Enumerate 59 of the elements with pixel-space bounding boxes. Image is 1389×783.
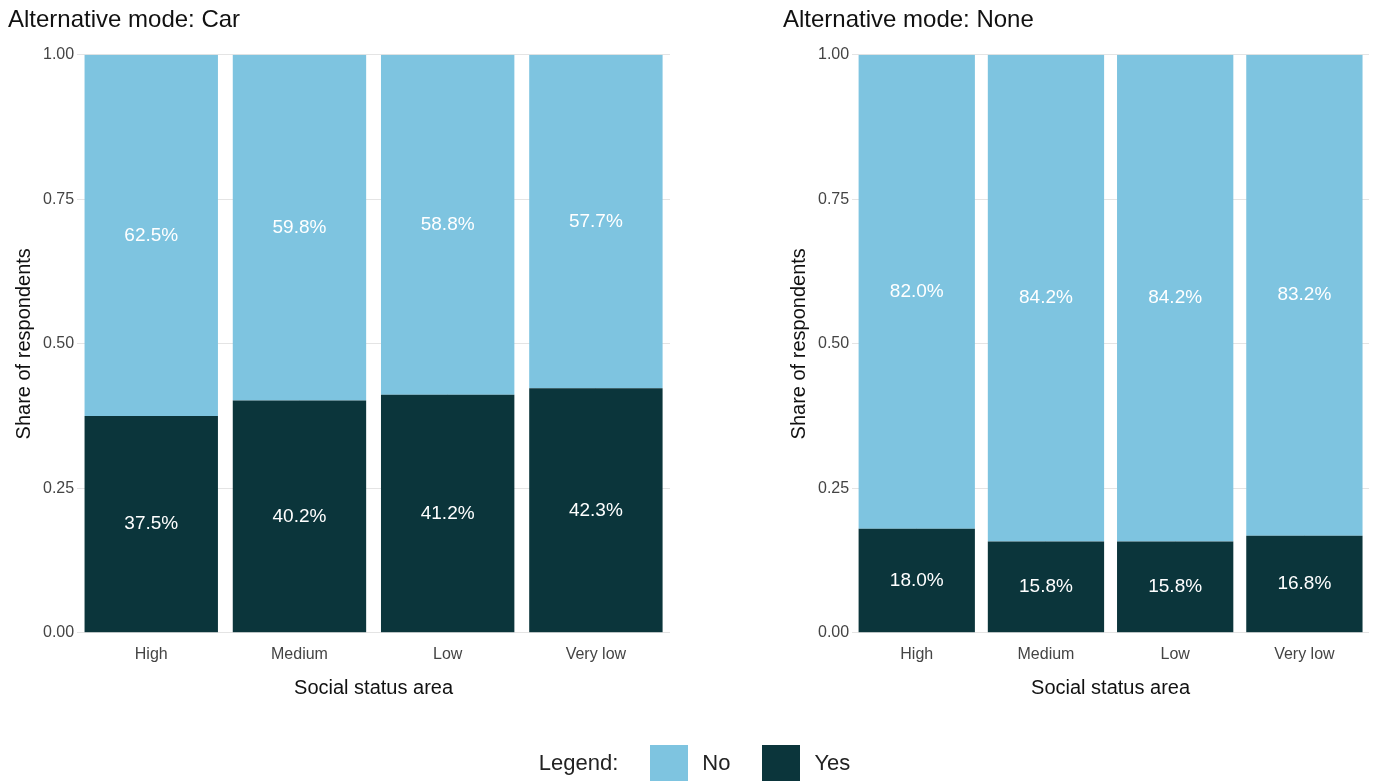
data-label: 57.7% (568, 209, 623, 231)
y-tick-label: 0.00 (818, 623, 850, 641)
data-label: 58.8% (420, 212, 475, 234)
data-label: 18.0% (889, 568, 944, 590)
x-tick-label: Very low (565, 644, 627, 662)
data-label: 83.2% (1277, 283, 1332, 305)
y-tick-label: 1.00 (818, 45, 850, 63)
data-label: 82.0% (889, 280, 944, 302)
data-label: 40.2% (272, 504, 327, 526)
y-axis-title: Share of respondents (11, 248, 34, 440)
bar (232, 400, 367, 633)
bar (529, 388, 663, 633)
data-label: 84.2% (1148, 286, 1203, 308)
chart-title: Alternative mode: Car (8, 5, 241, 33)
x-axis-title: Social status area (294, 675, 454, 698)
x-tick-label: High (900, 644, 934, 662)
bar (1117, 54, 1234, 542)
bar (1246, 54, 1363, 536)
x-tick-label: Medium (271, 644, 328, 662)
bar (1117, 541, 1234, 633)
y-axis-title: Share of respondents (786, 248, 809, 440)
y-tick-label: 0.75 (43, 189, 75, 207)
x-tick-label: Low (433, 644, 463, 662)
bar (84, 54, 218, 417)
data-label: 59.8% (272, 215, 327, 237)
x-tick-label: Medium (1017, 644, 1075, 662)
data-label: 16.8% (1277, 572, 1332, 594)
data-label: 15.8% (1148, 575, 1203, 597)
data-label: 41.2% (420, 501, 475, 523)
y-tick-label: 0.50 (818, 334, 850, 352)
x-axis-title: Social status area (1031, 675, 1191, 698)
data-label: 15.8% (1019, 575, 1073, 597)
y-tick-label: 1.00 (43, 45, 75, 63)
x-tick-label: High (134, 644, 168, 662)
y-tick-label: 0.25 (43, 478, 75, 496)
y-tick-label: 0.25 (818, 478, 850, 496)
bar (1246, 535, 1363, 633)
bar (380, 394, 515, 633)
bar (380, 54, 515, 395)
bar (529, 54, 663, 389)
y-tick-label: 0.50 (43, 334, 75, 352)
y-tick-label: 0.00 (43, 623, 75, 641)
y-tick-label: 0.75 (818, 189, 850, 207)
bar (987, 541, 1105, 633)
bar (84, 416, 218, 633)
legend-label: No (702, 750, 731, 776)
x-tick-label: Very low (1274, 644, 1336, 662)
chart-title: Alternative mode: None (783, 5, 1034, 33)
bar (858, 54, 975, 529)
bar (858, 528, 975, 633)
legend-title: Legend: (538, 750, 619, 776)
data-label: 37.5% (124, 512, 179, 534)
legend-label: Yes (814, 750, 851, 776)
bar (987, 54, 1105, 542)
x-tick-label: Low (1160, 644, 1191, 662)
bar (232, 54, 367, 401)
data-label: 62.5% (124, 223, 179, 245)
data-label: 84.2% (1019, 286, 1073, 308)
data-label: 42.3% (568, 498, 623, 520)
